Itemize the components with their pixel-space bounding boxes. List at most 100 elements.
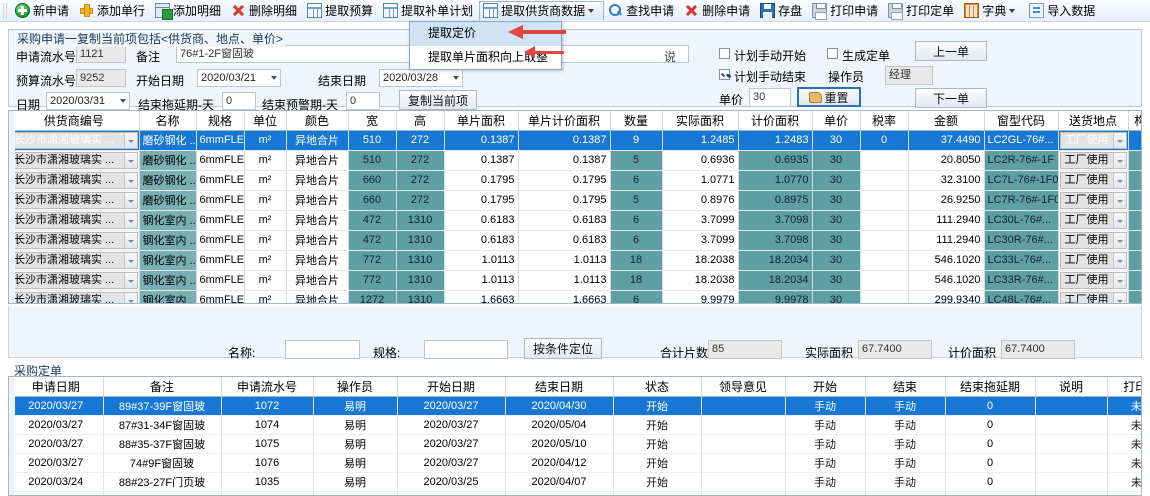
- table-row[interactable]: 长沙市潇湘玻璃实 ... 磨砂钢化 ...6mmFLE...m²异地合片51027…: [9, 150, 1141, 171]
- toolbar-drag-handle[interactable]: [3, 2, 9, 19]
- cell-color[interactable]: 异地合片: [286, 170, 349, 191]
- cell-unit[interactable]: m²: [244, 130, 287, 151]
- cell-delivery-place[interactable]: 工厂使用: [1058, 150, 1129, 171]
- cell-operator[interactable]: 易明: [313, 453, 398, 473]
- cell-height[interactable]: 1310: [396, 230, 445, 251]
- cell-unit[interactable]: m²: [244, 150, 287, 171]
- cell-supplier-no[interactable]: 长沙市潇湘玻璃实 ...: [9, 250, 140, 271]
- table-row-empty[interactable]: [9, 491, 1141, 495]
- cell-real-area[interactable]: 1.0771: [662, 170, 739, 191]
- cell-price-area[interactable]: 0.8975: [738, 190, 813, 211]
- cell-height[interactable]: 272: [396, 130, 445, 151]
- cell-unit-price[interactable]: 30: [812, 210, 861, 231]
- reset-button[interactable]: 重置: [797, 87, 861, 107]
- cell-delivery-place[interactable]: 工厂使用: [1058, 190, 1129, 211]
- col-finish[interactable]: 结束: [865, 377, 946, 397]
- menu-item-extract-pricing[interactable]: 提取定价: [410, 22, 561, 45]
- filter-spec-input[interactable]: [424, 340, 508, 359]
- cell-delivery-place[interactable]: 工厂使用: [1058, 130, 1129, 151]
- col-price-area[interactable]: 计价面积: [738, 111, 813, 131]
- next-order-button[interactable]: 下一单: [915, 88, 987, 108]
- cell-delivery-place-combo[interactable]: 工厂使用: [1059, 291, 1127, 303]
- cell-height[interactable]: 1310: [396, 290, 445, 303]
- col-real-area[interactable]: 实际面积: [662, 111, 739, 131]
- cell-remark[interactable]: 88#35-37F窗固玻: [103, 434, 222, 454]
- cell-delivery-place-combo[interactable]: 工厂使用: [1059, 171, 1127, 189]
- cell-quantity[interactable]: 6: [610, 170, 663, 191]
- cell-color[interactable]: 异地合片: [286, 290, 349, 303]
- table-row[interactable]: 长沙市潇湘玻璃实 ... 磨砂钢化 ...6mmFLE...m²异地合片51027…: [9, 130, 1141, 151]
- cell-remark[interactable]: 87#31-34F窗固玻: [103, 415, 222, 435]
- cell-empty[interactable]: [613, 491, 702, 495]
- cell-status[interactable]: 开始: [613, 434, 702, 454]
- cell-start-date[interactable]: 2020/03/25: [397, 472, 506, 492]
- cell-window-code[interactable]: LC7L-76#-1F0: [984, 170, 1059, 191]
- cell-delivery-place-combo[interactable]: 工厂使用: [1059, 271, 1127, 289]
- chevron-down-icon[interactable]: [1112, 152, 1126, 168]
- cell-delivery-place-combo[interactable]: 工厂使用: [1059, 251, 1127, 269]
- table-row[interactable]: 2020/03/24 88#23-27F门页玻 1035 易明 2020/03/25 20…: [9, 472, 1141, 492]
- cell-empty[interactable]: [505, 491, 614, 495]
- cell-empty[interactable]: [221, 491, 314, 495]
- cell-real-area[interactable]: 0.8976: [662, 190, 739, 211]
- cell-piece-area[interactable]: 0.1795: [444, 190, 519, 211]
- copy-current-item-button[interactable]: 复制当前项: [399, 90, 477, 110]
- cell-remark[interactable]: 88#23-27F门页玻: [103, 472, 222, 492]
- cell-begin[interactable]: 手动: [785, 472, 866, 492]
- chevron-down-icon[interactable]: [1112, 252, 1126, 268]
- cell-supplier-no-combo[interactable]: 长沙市潇湘玻璃实 ...: [10, 291, 138, 303]
- cell-status[interactable]: 开始: [613, 415, 702, 435]
- cell-apply-serial-no[interactable]: 1035: [221, 472, 314, 492]
- cell-begin[interactable]: 手动: [785, 396, 866, 416]
- col-unit[interactable]: 单位: [244, 111, 287, 131]
- cell-name[interactable]: 钢化室内 ...: [139, 210, 197, 231]
- cell-quantity[interactable]: 5: [610, 190, 663, 211]
- cell-begin[interactable]: 手动: [785, 415, 866, 435]
- cell-quantity[interactable]: 6: [610, 290, 663, 303]
- chevron-down-icon[interactable]: [1112, 232, 1126, 248]
- cell-supplier-no-combo[interactable]: 长沙市潇湘玻璃实 ...: [10, 211, 138, 229]
- cell-name[interactable]: 磨砂钢化 ...: [139, 170, 197, 191]
- cell-height[interactable]: 272: [396, 150, 445, 171]
- cell-unit[interactable]: m²: [244, 290, 287, 303]
- cell-apply-serial-no[interactable]: 1075: [221, 434, 314, 454]
- toolbar-button-dictionary[interactable]: 字典: [960, 1, 1025, 21]
- cell-empty[interactable]: [701, 491, 786, 495]
- cell-name[interactable]: 钢化室内 ...: [139, 270, 197, 291]
- toolbar-button-delete-detail[interactable]: 删除明细: [227, 1, 303, 21]
- table-row[interactable]: 2020/03/27 89#37-39F窗固玻 1072 易明 2020/03/27 20…: [9, 396, 1141, 416]
- cell-name[interactable]: 钢化室内 ...: [139, 250, 197, 271]
- cell-quantity[interactable]: 9: [610, 130, 663, 151]
- cell-end-delay[interactable]: 0: [945, 434, 1036, 454]
- cell-tax-rate[interactable]: [860, 230, 909, 251]
- cell-spec[interactable]: 6mmFLE...: [196, 210, 245, 231]
- cell-tax-rate[interactable]: 0: [860, 130, 909, 151]
- table-row[interactable]: 长沙市潇湘玻璃实 ...钢化室内 ...6mmFLE...m²异地合片12721…: [9, 290, 1141, 303]
- cell-unit-price[interactable]: 30: [812, 250, 861, 271]
- cell-leader-opinion[interactable]: [701, 453, 786, 473]
- cell-apply-date[interactable]: 2020/03/24: [9, 472, 104, 492]
- cell-end-date[interactable]: 2020/04/07: [505, 472, 614, 492]
- cell-finish[interactable]: 手动: [865, 415, 946, 435]
- cell-part-name[interactable]: 固玻: [1128, 130, 1141, 151]
- cell-part-name[interactable]: 固玻: [1128, 250, 1141, 271]
- chevron-down-icon[interactable]: [123, 212, 137, 228]
- cell-delivery-place-combo[interactable]: 工厂使用: [1059, 131, 1127, 149]
- cell-unit-price[interactable]: 30: [812, 130, 861, 151]
- col-supplier-no[interactable]: 供货商编号: [9, 111, 140, 131]
- cell-apply-serial-no[interactable]: 1076: [221, 453, 314, 473]
- cell-quantity[interactable]: 6: [610, 210, 663, 231]
- cell-empty[interactable]: [1107, 491, 1141, 495]
- cell-piece-area[interactable]: 0.1387: [444, 150, 519, 171]
- cell-spec[interactable]: 6mmFLE...: [196, 270, 245, 291]
- order-row-indicator-bar[interactable]: [9, 377, 15, 495]
- col-note[interactable]: 说明: [1035, 377, 1108, 397]
- cell-spec[interactable]: 6mmFLE...: [196, 150, 245, 171]
- cell-begin[interactable]: 手动: [785, 453, 866, 473]
- cell-empty[interactable]: [9, 491, 104, 495]
- cell-operator[interactable]: 易明: [313, 415, 398, 435]
- cell-empty[interactable]: [397, 491, 506, 495]
- cell-leader-opinion[interactable]: [701, 415, 786, 435]
- cell-window-code[interactable]: LC2R-76#-1F: [984, 150, 1059, 171]
- cell-leader-opinion[interactable]: [701, 434, 786, 454]
